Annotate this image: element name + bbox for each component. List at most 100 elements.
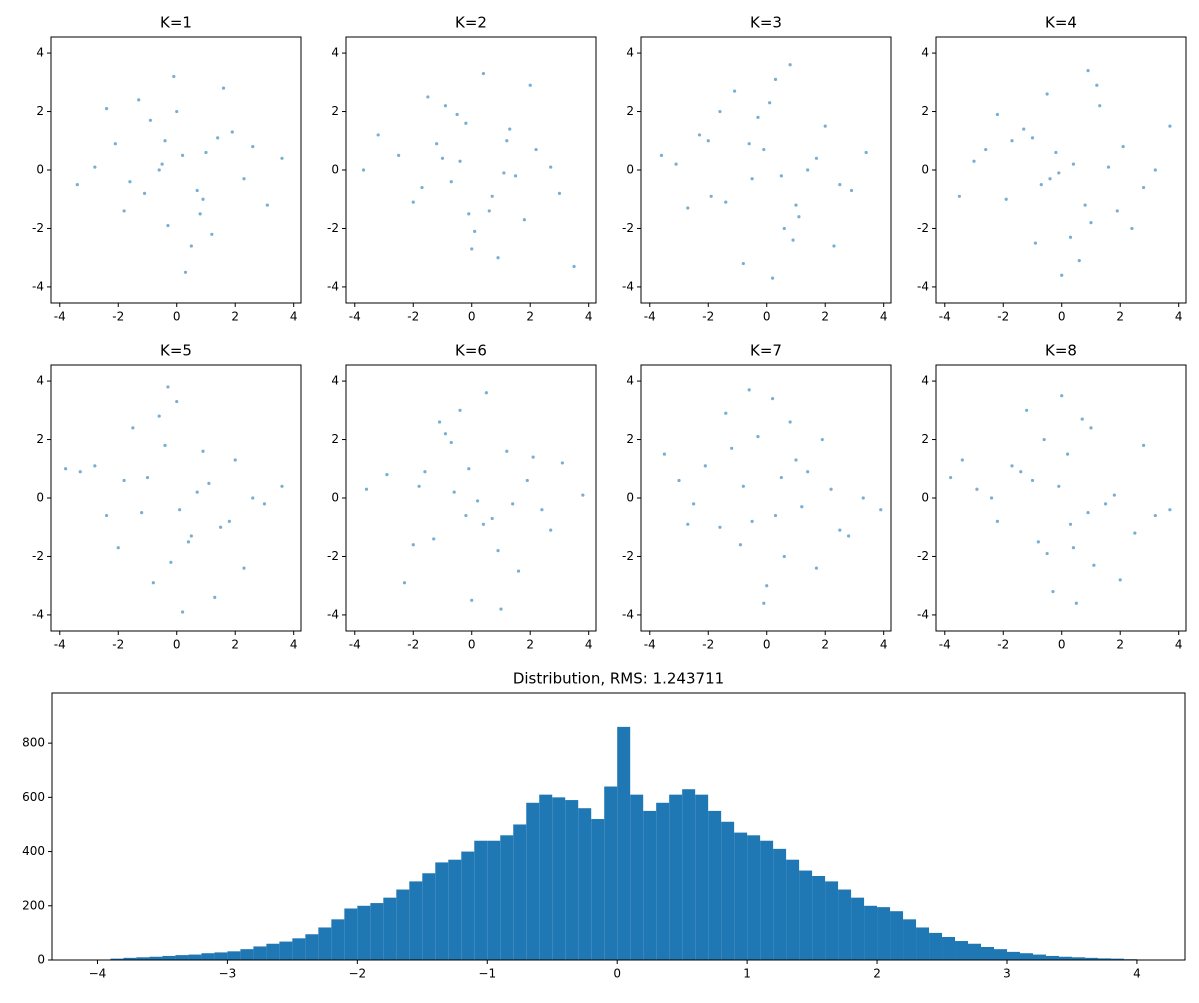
axes-frame [345,364,597,632]
point [750,177,754,181]
point [452,490,456,494]
y-tick-label: 2 [921,432,929,446]
x-tick-label: 0 [763,638,771,652]
point [861,496,865,500]
point [686,522,690,526]
point [104,107,109,111]
y-tick-label: 4 [921,46,929,60]
bar [669,794,683,960]
point [458,408,462,412]
x-tick-label: 0 [468,638,476,652]
point [186,540,191,544]
bar [344,908,358,960]
bar [747,835,761,960]
bar [539,794,553,960]
y-tick-label: -2 [917,221,929,235]
point [437,420,442,424]
axes-frame [50,364,302,632]
axes-frame [640,36,892,304]
bar [175,955,189,960]
point [1074,601,1078,605]
point [788,420,792,424]
point [838,528,842,532]
y-tick-label: -2 [917,549,929,563]
point [169,560,173,564]
bar [643,810,657,960]
point [280,156,284,160]
point [747,142,751,146]
point [189,534,193,538]
point [116,546,120,550]
point [201,449,205,453]
point [572,264,576,269]
point [531,455,535,459]
point [113,142,117,146]
point [794,203,798,207]
point [770,397,775,401]
point [163,139,167,143]
bar [721,821,735,960]
bar [955,941,969,960]
point [779,174,783,178]
axes-title: K=7 [750,342,782,360]
point [470,247,474,251]
point [762,147,766,152]
point [1142,185,1146,190]
y-tick-label: 2 [331,104,339,118]
axes-title: K=2 [455,14,487,32]
bar [526,802,540,960]
point [1089,426,1093,430]
point [1071,546,1076,550]
x-tick-label: 2 [526,638,534,652]
bar [305,934,319,960]
bar [474,840,488,960]
point [762,601,766,605]
bar [227,951,241,960]
x-tick-label: −3 [219,967,237,981]
point [251,145,255,149]
x-tick-label: -4 [54,638,66,652]
y-tick-label: 0 [36,491,44,505]
bar [318,927,332,960]
axes-title: K=5 [160,342,192,360]
x-tick-label: 2 [1116,310,1124,324]
point [189,244,193,248]
x-tick-label: 4 [880,638,888,652]
point [773,77,778,81]
point [183,270,188,274]
point [1133,531,1137,535]
point [832,244,836,248]
axes-frame [935,364,1187,632]
point [1036,540,1040,544]
point [674,162,678,166]
x-tick-label: -4 [939,638,951,652]
bar [812,875,826,960]
point [435,142,439,146]
point [470,598,474,602]
point [528,83,532,87]
x-tick-label: -4 [349,638,361,652]
x-tick-label: 2 [821,638,829,652]
y-tick-label: 0 [626,491,634,505]
point [511,502,515,506]
point [216,136,220,140]
point [770,276,775,280]
point [490,194,494,198]
x-tick-label: -4 [939,310,951,324]
point [995,519,1000,523]
y-tick-label: -2 [622,221,634,235]
x-tick-label: 2 [231,310,239,324]
point [376,133,380,137]
point [1092,563,1096,567]
point [557,191,562,195]
bar [786,859,800,960]
point [718,525,722,529]
point [496,256,500,260]
point [1153,168,1157,172]
point [230,130,234,134]
point [823,124,827,128]
x-tick-label: -2 [112,310,124,324]
point [1168,508,1172,512]
point [195,490,199,494]
bar [331,919,345,960]
